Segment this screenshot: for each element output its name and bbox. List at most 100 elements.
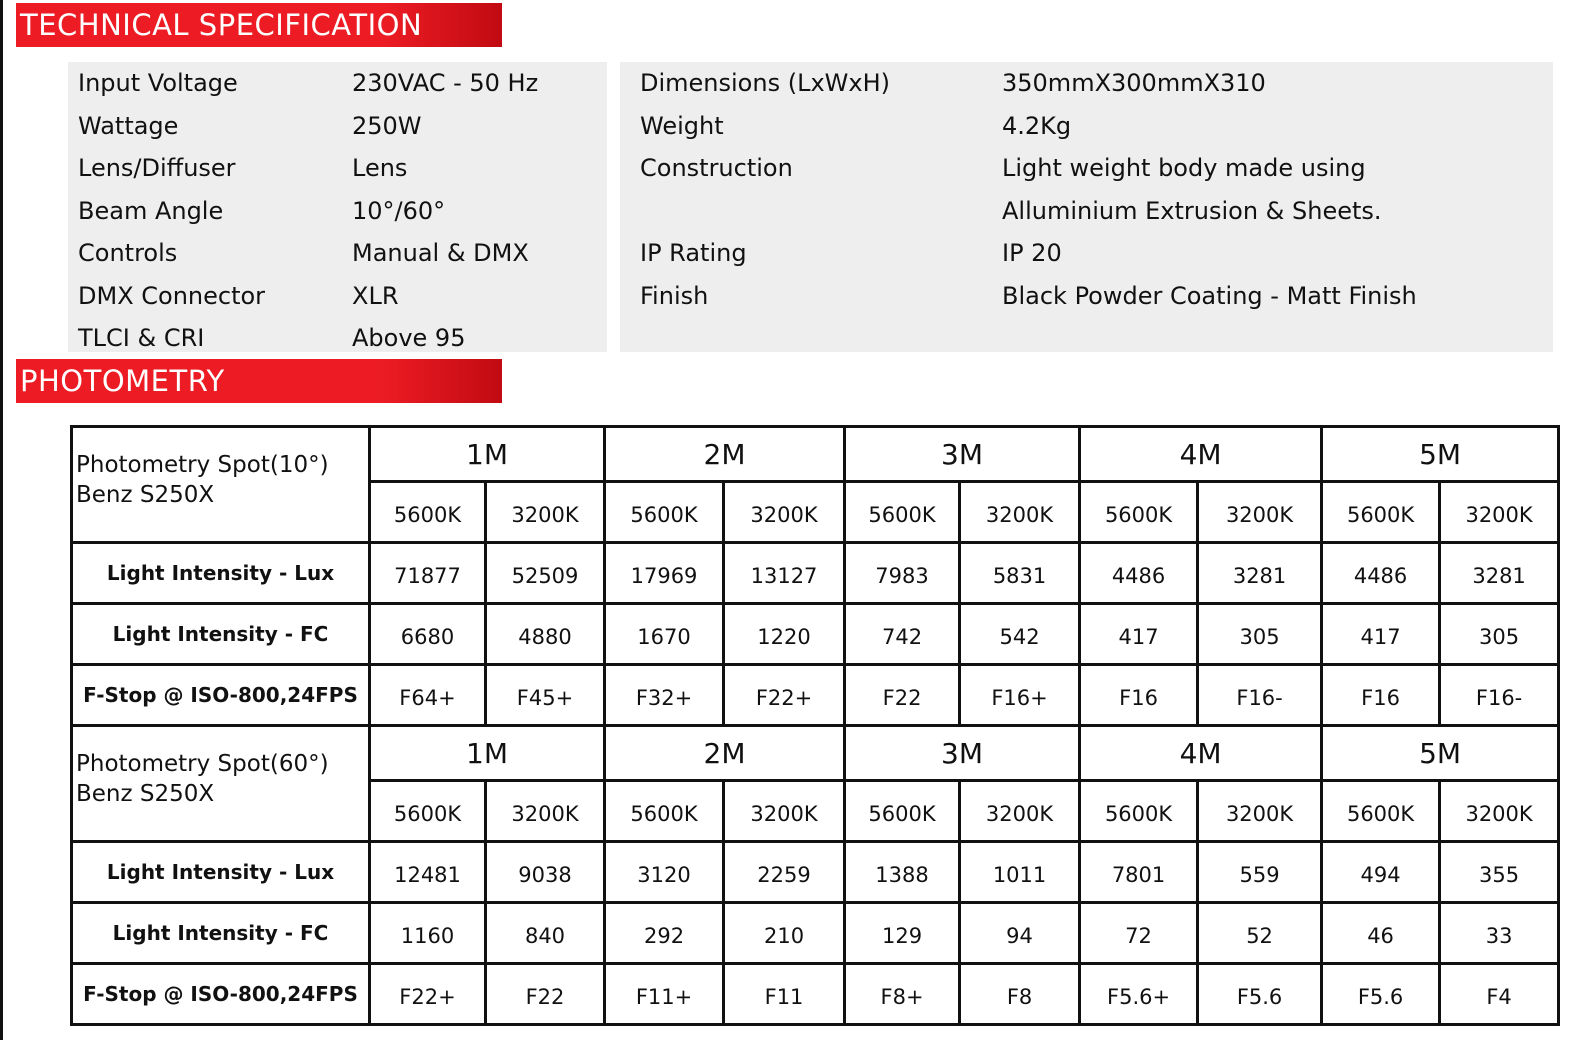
table-cell: 72 — [1078, 901, 1200, 965]
table-cell: 494 — [1320, 840, 1442, 904]
table-row: Light Intensity - Lux 71877 52509 17969 1312… — [70, 541, 1561, 605]
spec-value: 250W — [352, 111, 422, 140]
table-cell: 305 — [1196, 602, 1324, 666]
table-title-line1: Photometry Spot(60°) — [76, 751, 329, 777]
table-cell: 305 — [1438, 602, 1561, 666]
color-temp-header: 5600K — [843, 779, 962, 843]
color-temp-header: 3200K — [483, 480, 607, 544]
distance-header: 1M — [367, 425, 607, 483]
spec-value: Above 95 — [352, 324, 466, 352]
table-cell: 1388 — [843, 840, 962, 904]
color-temp-header: 5600K — [1320, 480, 1442, 544]
distance-header: 2M — [603, 425, 847, 483]
table-title: Photometry Spot(60°) Benz S250X — [70, 724, 371, 843]
row-label: F-Stop @ ISO-800,24FPS — [70, 962, 371, 1026]
table-cell: F22 — [843, 663, 962, 727]
table-cell: F8+ — [843, 962, 962, 1026]
table-row: F-Stop @ ISO-800,24FPS F64+ F45+ F32+ F22+ F2… — [70, 663, 1561, 727]
table-cell: 210 — [722, 901, 847, 965]
table-cell: 52 — [1196, 901, 1324, 965]
table-cell: 4486 — [1078, 541, 1200, 605]
table-cell: F32+ — [603, 663, 726, 727]
table-cell: F8 — [958, 962, 1082, 1026]
table-cell: 46 — [1320, 901, 1442, 965]
spec-left-panel: Input Voltage 230VAC - 50 Hz Wattage 250W Le… — [68, 62, 607, 352]
table-title-line1: Photometry Spot(10°) — [76, 452, 329, 478]
spec-label: Weight — [640, 111, 724, 140]
color-temp-header: 3200K — [722, 779, 847, 843]
table-cell: F11 — [722, 962, 847, 1026]
table-cell: 9038 — [483, 840, 607, 904]
spec-value: Alluminium Extrusion & Sheets. — [1002, 196, 1382, 225]
table-cell: 4486 — [1320, 541, 1442, 605]
table-cell: F4 — [1438, 962, 1561, 1026]
color-temp-header: 5600K — [603, 779, 726, 843]
photometry-heading: PHOTOMETRY — [16, 359, 502, 403]
table-cell: 355 — [1438, 840, 1561, 904]
color-temp-header: 5600K — [1078, 779, 1200, 843]
spec-value: 10°/60° — [352, 196, 446, 225]
color-temp-header: 5600K — [1078, 480, 1200, 544]
table-title-line2: Benz S250X — [76, 781, 215, 807]
spec-value: Black Powder Coating - Matt Finish — [1002, 281, 1417, 310]
table-cell: F16- — [1196, 663, 1324, 727]
color-temp-header: 3200K — [1438, 480, 1561, 544]
table-cell: 13127 — [722, 541, 847, 605]
table-cell: 2259 — [722, 840, 847, 904]
table-cell: F16+ — [958, 663, 1082, 727]
table-cell: 4880 — [483, 602, 607, 666]
table-cell: F16 — [1078, 663, 1200, 727]
table-cell: 742 — [843, 602, 962, 666]
spec-label: Wattage — [78, 111, 179, 140]
table-cell: 1160 — [368, 901, 487, 965]
photometry-table-60deg: Photometry Spot(60°) Benz S250X 1M 2M 3M 4M 5M… — [70, 724, 1561, 1026]
table-row: F-Stop @ ISO-800,24FPS F22+ F22 F11+ F11 F8+ F… — [70, 962, 1561, 1026]
color-temp-header: 3200K — [1196, 480, 1324, 544]
table-cell: F5.6 — [1196, 962, 1324, 1026]
table-cell: 7801 — [1078, 840, 1200, 904]
row-label: Light Intensity - Lux — [70, 541, 371, 605]
table-cell: 417 — [1320, 602, 1442, 666]
table-cell: F11+ — [603, 962, 726, 1026]
color-temp-header: 5600K — [368, 480, 487, 544]
spec-value: Lens — [352, 154, 408, 182]
spec-right-panel: Dimensions (LxWxH) 350mmX300mmX310 Weight 4… — [620, 62, 1553, 352]
color-temp-header: 5600K — [1320, 779, 1442, 843]
color-temp-header: 3200K — [1438, 779, 1561, 843]
spec-value: Manual & DMX — [352, 239, 529, 267]
table-cell: 1220 — [722, 602, 847, 666]
table-row: Light Intensity - FC 6680 4880 1670 1220 742 5… — [70, 602, 1561, 666]
spec-label: Beam Angle — [78, 196, 224, 225]
table-cell: 3281 — [1438, 541, 1561, 605]
spec-value: 350mmX300mmX310 — [1002, 69, 1266, 97]
distance-header: 1M — [367, 724, 607, 782]
table-cell: 71877 — [368, 541, 487, 605]
table-cell: 840 — [483, 901, 607, 965]
table-cell: 5831 — [958, 541, 1082, 605]
table-cell: F22+ — [722, 663, 847, 727]
color-temp-header: 5600K — [843, 480, 962, 544]
color-temp-header: 5600K — [368, 779, 487, 843]
table-cell: 17969 — [603, 541, 726, 605]
color-temp-header: 5600K — [603, 480, 726, 544]
table-title-line2: Benz S250X — [76, 482, 215, 508]
row-label: Light Intensity - FC — [70, 901, 371, 965]
table-cell: F22 — [483, 962, 607, 1026]
spec-label: Input Voltage — [78, 69, 238, 97]
table-cell: 129 — [843, 901, 962, 965]
color-temp-header: 3200K — [1196, 779, 1324, 843]
table-cell: F16- — [1438, 663, 1561, 727]
technical-specification-heading: TECHNICAL SPECIFICATION — [16, 3, 502, 47]
spec-value: XLR — [352, 281, 399, 310]
spec-label: Finish — [640, 281, 709, 310]
table-cell: 1011 — [958, 840, 1082, 904]
spec-value: IP 20 — [1002, 239, 1062, 267]
color-temp-header: 3200K — [722, 480, 847, 544]
row-label: F-Stop @ ISO-800,24FPS — [70, 663, 371, 727]
table-cell: F22+ — [368, 962, 487, 1026]
spec-label: Lens/Diffuser — [78, 154, 236, 182]
spec-label: Dimensions (LxWxH) — [640, 69, 890, 97]
table-cell: F5.6 — [1320, 962, 1442, 1026]
spec-label: IP Rating — [640, 239, 747, 267]
page-edge-line — [0, 0, 3, 1040]
